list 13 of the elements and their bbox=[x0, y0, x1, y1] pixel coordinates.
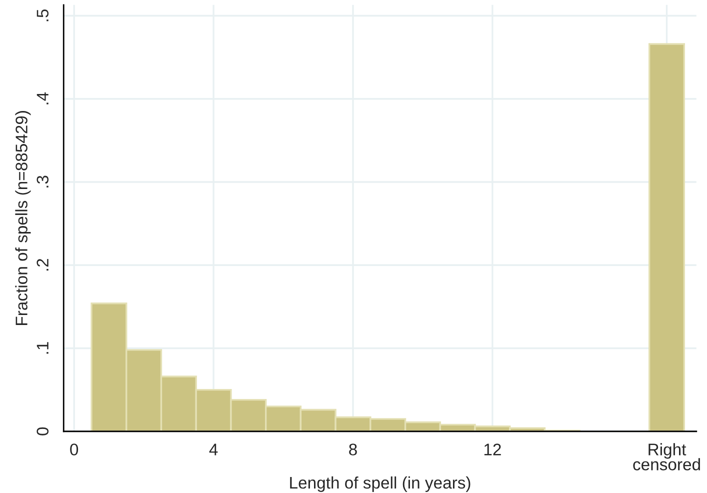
y-tick-label: .3 bbox=[36, 176, 49, 188]
x-tick-label: 4 bbox=[209, 444, 218, 456]
x-tick-label: 0 bbox=[70, 444, 78, 456]
x-axis-title: Length of spell (in years) bbox=[290, 476, 470, 492]
y-tick-label: .5 bbox=[36, 9, 49, 22]
x-tick-label: 8 bbox=[349, 444, 357, 456]
x-tick-label: 12 bbox=[484, 444, 501, 456]
y-tick-label: 0 bbox=[36, 427, 49, 436]
y-tick-label: .1 bbox=[36, 342, 48, 354]
y-tick-label: .4 bbox=[36, 92, 48, 104]
y-tick-label: .2 bbox=[36, 259, 48, 271]
x-tick-label: Right censored bbox=[633, 443, 700, 470]
y-axis-title: Fraction of spells (n=885429) bbox=[15, 111, 31, 325]
